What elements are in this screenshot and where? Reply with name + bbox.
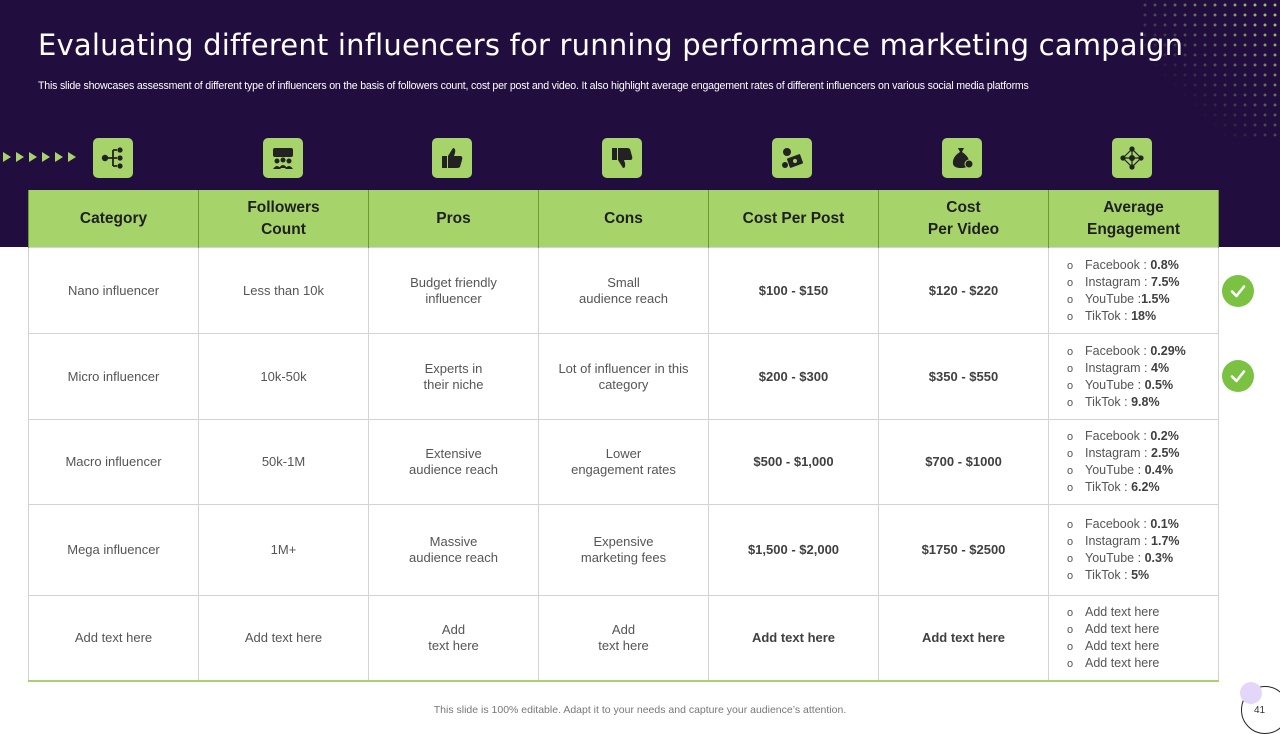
engagement-list: o Facebook : 0.8% o Instagram : 7.5% o YouT… <box>1059 257 1208 325</box>
arrow-icon <box>3 152 11 162</box>
cell-category: Mega influencer <box>28 504 199 596</box>
cell-category: Nano influencer <box>28 247 199 334</box>
influencer-comparison-table: Category Followers Count Pros Cons Cost P… <box>28 190 1219 682</box>
engagement-list: o Facebook : 0.1% o Instagram : 1.7% o YouT… <box>1059 516 1208 584</box>
slide-subtitle: This slide showcases assessment of diffe… <box>38 80 1029 92</box>
cell-followers: Less than 10k <box>198 247 369 334</box>
decorative-arrows <box>3 152 76 162</box>
list-item: o Facebook : 0.29% <box>1067 343 1186 358</box>
table-row: Micro influencer 10k-50k Experts in their… <box>28 333 1219 420</box>
money-cost-icon <box>772 138 812 178</box>
checkmark-icon <box>1222 275 1254 307</box>
list-item: o Add text here <box>1067 604 1160 619</box>
arrow-icon <box>29 152 37 162</box>
cell-cost-per-video: $1750 - $2500 <box>878 504 1049 596</box>
cell-cost-per-video: Add text here <box>878 595 1049 682</box>
cell-followers: Add text here <box>198 595 369 682</box>
money-bag-icon <box>942 138 982 178</box>
checkmark-icon <box>1222 360 1254 392</box>
cell-cons: Add text here <box>538 595 709 682</box>
table-row: Macro influencer 50k-1M Extensive audienc… <box>28 419 1219 505</box>
list-item: o TikTok : 18% <box>1067 308 1157 323</box>
cell-pros: Extensive audience reach <box>368 419 539 505</box>
cell-pros: Experts in their niche <box>368 333 539 420</box>
cell-cost-per-post: Add text here <box>708 595 879 682</box>
decorative-circle <box>1240 682 1262 704</box>
header-category: Category <box>28 190 199 248</box>
decorative-dot-pattern <box>1140 0 1280 140</box>
cell-followers: 50k-1M <box>198 419 369 505</box>
table-row: Mega influencer 1M+ Massive audience reac… <box>28 504 1219 596</box>
header-average-engagement: Average Engagement <box>1048 190 1219 248</box>
cell-engagement: o Facebook : 0.29% o Instagram : 4% o YouTu… <box>1048 333 1219 420</box>
cell-pros: Add text here <box>368 595 539 682</box>
thumbs-up-icon <box>432 138 472 178</box>
list-item: o Instagram : 4% <box>1067 360 1170 375</box>
list-item: o YouTube : 0.5% <box>1067 377 1174 392</box>
list-item: o Instagram : 1.7% <box>1067 534 1180 548</box>
table-header-row: Category Followers Count Pros Cons Cost P… <box>28 190 1219 248</box>
cell-engagement: o Facebook : 0.8% o Instagram : 7.5% o YouT… <box>1048 247 1219 334</box>
thumbs-down-icon <box>602 138 642 178</box>
cell-engagement: o Add text here o Add text here o Add text … <box>1048 595 1219 682</box>
header-followers-count: Followers Count <box>198 190 369 248</box>
list-item: o Instagram : 7.5% <box>1067 274 1180 289</box>
page-number: 41 <box>1254 705 1266 716</box>
list-item: o Add text here <box>1067 621 1160 636</box>
cell-category: Add text here <box>28 595 199 682</box>
cell-cost-per-post: $100 - $150 <box>708 247 879 334</box>
list-item: o Facebook : 0.8% <box>1067 257 1179 272</box>
list-item: o TikTok : 9.8% <box>1067 394 1160 409</box>
cell-engagement: o Facebook : 0.1% o Instagram : 1.7% o YouT… <box>1048 504 1219 596</box>
cell-category: Macro influencer <box>28 419 199 505</box>
cell-engagement: o Facebook : 0.2% o Instagram : 2.5% o YouT… <box>1048 419 1219 505</box>
list-item: o Instagram : 2.5% <box>1067 446 1180 460</box>
table-row: Nano influencer Less than 10k Budget fri… <box>28 247 1219 334</box>
cell-cons: Lower engagement rates <box>538 419 709 505</box>
list-item: o Facebook : 0.2% <box>1067 429 1179 443</box>
cell-cons: Expensive marketing fees <box>538 504 709 596</box>
header-pros: Pros <box>368 190 539 248</box>
arrow-icon <box>68 152 76 162</box>
header-cost-per-video: Cost Per Video <box>878 190 1049 248</box>
list-item: o TikTok : 5% <box>1067 568 1150 582</box>
list-item: o YouTube : 0.4% <box>1067 463 1174 477</box>
header-cons: Cons <box>538 190 709 248</box>
cell-pros: Massive audience reach <box>368 504 539 596</box>
slide-title: Evaluating different influencers for run… <box>38 28 1184 62</box>
list-item: o Facebook : 0.1% <box>1067 517 1179 531</box>
cell-cons: Small audience reach <box>538 247 709 334</box>
cell-cost-per-video: $350 - $550 <box>878 333 1049 420</box>
engagement-list: o Facebook : 0.2% o Instagram : 2.5% o YouT… <box>1059 428 1208 496</box>
arrow-icon <box>55 152 63 162</box>
engagement-list: o Facebook : 0.29% o Instagram : 4% o YouTu… <box>1059 343 1208 411</box>
cell-cost-per-post: $200 - $300 <box>708 333 879 420</box>
list-item: o TikTok : 6.2% <box>1067 480 1160 494</box>
cell-followers: 10k-50k <box>198 333 369 420</box>
list-item: o Add text here <box>1067 655 1160 670</box>
cell-followers: 1M+ <box>198 504 369 596</box>
engagement-list: o Add text here o Add text here o Add text … <box>1059 604 1208 672</box>
hierarchy-icon <box>93 138 133 178</box>
audience-icon <box>263 138 303 178</box>
cell-cost-per-video: $700 - $1000 <box>878 419 1049 505</box>
cell-category: Micro influencer <box>28 333 199 420</box>
list-item: o YouTube :1.5% <box>1067 291 1170 306</box>
cell-cons: Lot of influencer in this category <box>538 333 709 420</box>
arrow-icon <box>42 152 50 162</box>
footer-note: This slide is 100% editable. Adapt it to… <box>433 704 847 716</box>
cell-cost-per-post: $500 - $1,000 <box>708 419 879 505</box>
list-item: o Add text here <box>1067 638 1160 653</box>
cell-pros: Budget friendly influencer <box>368 247 539 334</box>
arrow-icon <box>16 152 24 162</box>
header-cost-per-post: Cost Per Post <box>708 190 879 248</box>
network-icon <box>1112 138 1152 178</box>
cell-cost-per-video: $120 - $220 <box>878 247 1049 334</box>
list-item: o YouTube : 0.3% <box>1067 551 1174 565</box>
cell-cost-per-post: $1,500 - $2,000 <box>708 504 879 596</box>
table-row: Add text here Add text here Add text here… <box>28 595 1219 682</box>
